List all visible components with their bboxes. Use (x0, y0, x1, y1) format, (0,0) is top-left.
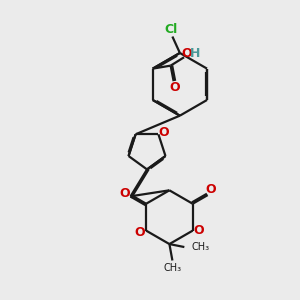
Text: O: O (119, 187, 130, 200)
Text: CH₃: CH₃ (163, 263, 182, 273)
Text: H: H (190, 47, 201, 60)
Text: O: O (170, 81, 180, 94)
Text: O: O (206, 183, 216, 196)
Text: O: O (135, 226, 146, 238)
Text: O: O (158, 126, 169, 139)
Text: O: O (182, 47, 192, 60)
Text: CH₃: CH₃ (192, 242, 210, 252)
Text: Cl: Cl (164, 23, 178, 37)
Text: O: O (193, 224, 204, 237)
